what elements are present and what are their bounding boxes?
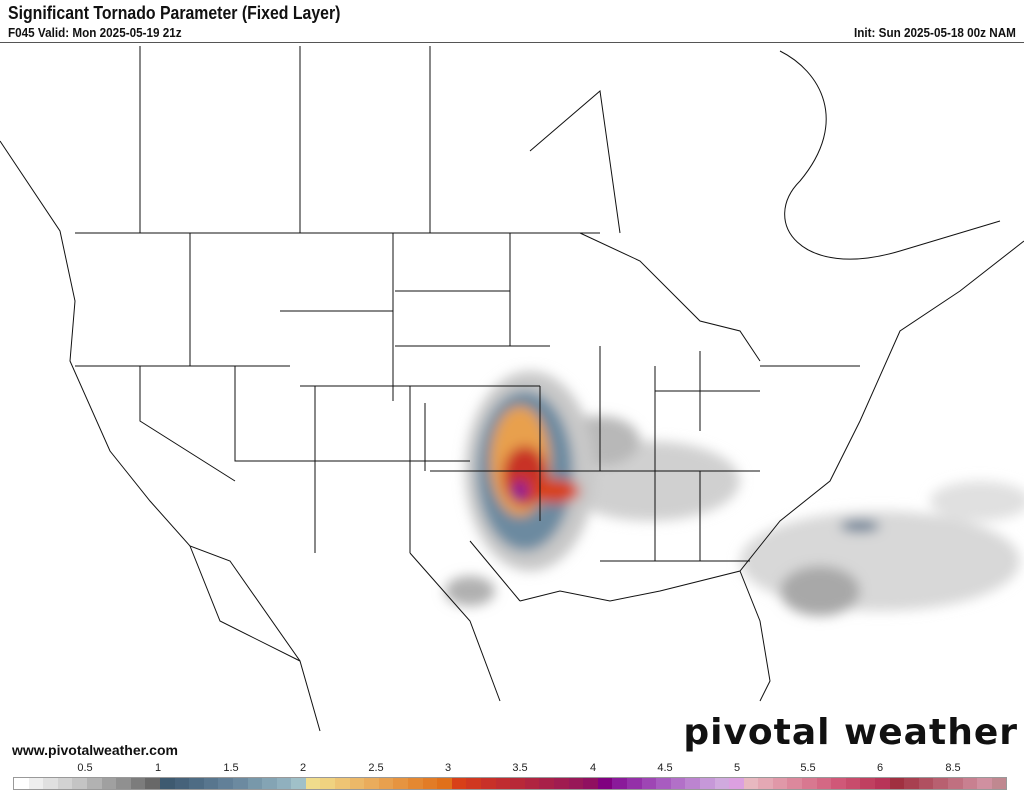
colorbar-swatch xyxy=(86,778,102,789)
colorbar-swatch xyxy=(553,778,569,789)
colorbar-swatch xyxy=(145,778,160,789)
colorbar-swatch xyxy=(130,778,146,789)
colorbar-swatch xyxy=(232,778,248,789)
colorbar-swatch xyxy=(510,778,525,789)
colorbar-swatch xyxy=(320,778,336,789)
colorbar-swatch xyxy=(889,778,905,789)
colorbar-label: 4.5 xyxy=(657,762,673,774)
colorbar-swatch xyxy=(612,778,627,789)
brand-watermark: pivotal weather xyxy=(683,712,1018,753)
colorbar-swatch xyxy=(101,778,117,789)
colorbar-label: 8.5 xyxy=(945,762,961,774)
colorbar-swatch xyxy=(772,778,788,789)
colorbar-swatch xyxy=(247,778,263,789)
colorbar-swatch xyxy=(597,778,613,789)
website-label: www.pivotalweather.com xyxy=(12,742,178,758)
colorbar xyxy=(13,777,1008,790)
colorbar-swatch xyxy=(349,778,365,789)
colorbar-swatch xyxy=(539,778,554,789)
colorbar-swatch xyxy=(276,778,292,789)
colorbar-label: 4 xyxy=(589,762,597,774)
colorbar-swatch xyxy=(758,778,773,789)
colorbar-swatch xyxy=(174,778,190,789)
colorbar-swatch xyxy=(977,778,992,789)
colorbar-swatch xyxy=(802,778,817,789)
colorbar-swatch xyxy=(933,778,948,789)
colorbar-label: 3 xyxy=(444,762,452,774)
colorbar-swatch xyxy=(57,778,73,789)
colorbar-swatch xyxy=(729,778,744,789)
southeast-plume xyxy=(445,416,1024,616)
colorbar-label: 2 xyxy=(299,762,307,774)
colorbar-swatch xyxy=(714,778,730,789)
colorbar-swatch xyxy=(860,778,876,789)
colorbar-swatch xyxy=(481,778,496,789)
colorbar-swatch xyxy=(28,778,44,789)
valid-time: F045 Valid: Mon 2025-05-19 21z xyxy=(8,25,182,40)
colorbar-swatch xyxy=(305,778,321,789)
colorbar-swatch xyxy=(14,778,29,789)
colorbar-swatch xyxy=(189,778,204,789)
colorbar-swatch xyxy=(364,778,379,789)
colorbar-swatch xyxy=(218,778,233,789)
colorbar-swatch xyxy=(437,778,452,789)
boundaries xyxy=(0,46,1024,732)
colorbar-label: 1.5 xyxy=(223,762,239,774)
colorbar-swatch xyxy=(743,778,759,789)
colorbar-swatch xyxy=(262,778,277,789)
colorbar-swatch xyxy=(408,778,423,789)
colorbar-swatch xyxy=(116,778,131,789)
colorbar-swatch xyxy=(43,778,58,789)
colorbar-label: 6 xyxy=(876,762,884,774)
colorbar-swatch xyxy=(159,778,175,789)
colorbar-swatch xyxy=(656,778,671,789)
colorbar-swatch xyxy=(524,778,540,789)
colorbar-swatch xyxy=(583,778,598,789)
colorbar-swatch xyxy=(831,778,846,789)
colorbar-swatch xyxy=(962,778,978,789)
colorbar-swatch xyxy=(203,778,219,789)
colorbar-swatch xyxy=(393,778,409,789)
colorbar-swatch xyxy=(451,778,467,789)
colorbar-swatch xyxy=(568,778,584,789)
colorbar-label: 5.5 xyxy=(800,762,816,774)
colorbar-swatch xyxy=(918,778,934,789)
colorbar-swatch xyxy=(845,778,861,789)
colorbar-swatch xyxy=(904,778,919,789)
colorbar-swatch xyxy=(816,778,832,789)
stp-field xyxy=(445,371,1024,616)
colorbar-swatch xyxy=(991,778,1007,789)
colorbar-swatch xyxy=(626,778,642,789)
colorbar-swatch xyxy=(670,778,686,789)
colorbar-swatch xyxy=(875,778,890,789)
colorbar-swatch xyxy=(466,778,481,789)
colorbar-label: 3.5 xyxy=(512,762,528,774)
colorbar-swatch xyxy=(641,778,657,789)
colorbar-swatch xyxy=(72,778,87,789)
colorbar-swatch xyxy=(495,778,511,789)
colorbar-label: 1 xyxy=(154,762,162,774)
map-title: Significant Tornado Parameter (Fixed Lay… xyxy=(8,3,341,23)
colorbar-swatch xyxy=(948,778,963,789)
colorbar-label: 5 xyxy=(733,762,741,774)
colorbar-swatch xyxy=(685,778,700,789)
colorbar-swatch xyxy=(291,778,306,789)
colorbar-swatch xyxy=(422,778,438,789)
colorbar-label: 0.5 xyxy=(77,762,93,774)
colorbar-labels: 0.5 1 1.5 2 2.5 3 3.5 4 4.5 5 5.5 6 8.5 xyxy=(0,762,1024,776)
colorbar-swatch xyxy=(378,778,394,789)
colorbar-swatch xyxy=(335,778,350,789)
weather-map[interactable] xyxy=(0,42,1024,763)
colorbar-swatch xyxy=(787,778,803,789)
colorbar-label: 2.5 xyxy=(368,762,384,774)
colorbar-swatch xyxy=(699,778,715,789)
init-time: Init: Sun 2025-05-18 00z NAM xyxy=(854,25,1016,40)
